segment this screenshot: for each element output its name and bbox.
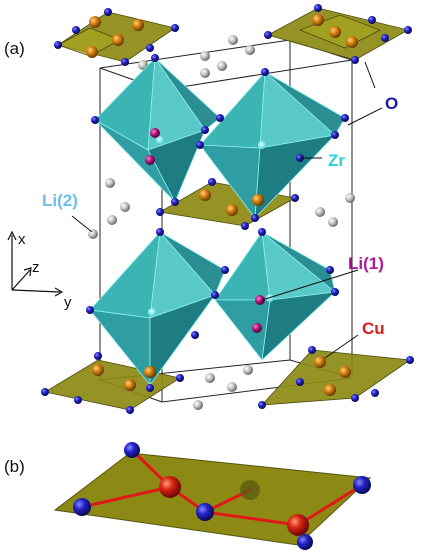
li2-atoms [88, 35, 355, 410]
cu-label: Cu [362, 319, 385, 338]
o-atoms [41, 4, 414, 414]
li2-label: Li(2) [42, 191, 78, 210]
panel-a-label: (a) [4, 39, 25, 58]
cuo4-plaquette-detail [53, 452, 372, 546]
li1-label: Li(1) [348, 254, 384, 273]
z-axis-label: z [32, 259, 40, 276]
cu-atoms-b [159, 476, 309, 536]
zro6-octahedra [89, 57, 346, 386]
axis-triad [7, 230, 64, 297]
leader-lines [71, 61, 383, 359]
y-axis-label: y [64, 294, 72, 311]
cu-atoms [86, 14, 358, 396]
li1-atoms [145, 128, 265, 333]
panel-a: (a) O Zr Li(2) Li(1) Cu x y z [4, 4, 414, 414]
x-axis-label: x [18, 231, 26, 248]
o-label: O [385, 94, 398, 113]
o-atoms-b [73, 442, 371, 550]
zr-atoms [148, 136, 274, 316]
panel-b-label: (b) [4, 457, 25, 476]
zr-label: Zr [328, 151, 345, 170]
panel-b: (b) [4, 442, 372, 550]
